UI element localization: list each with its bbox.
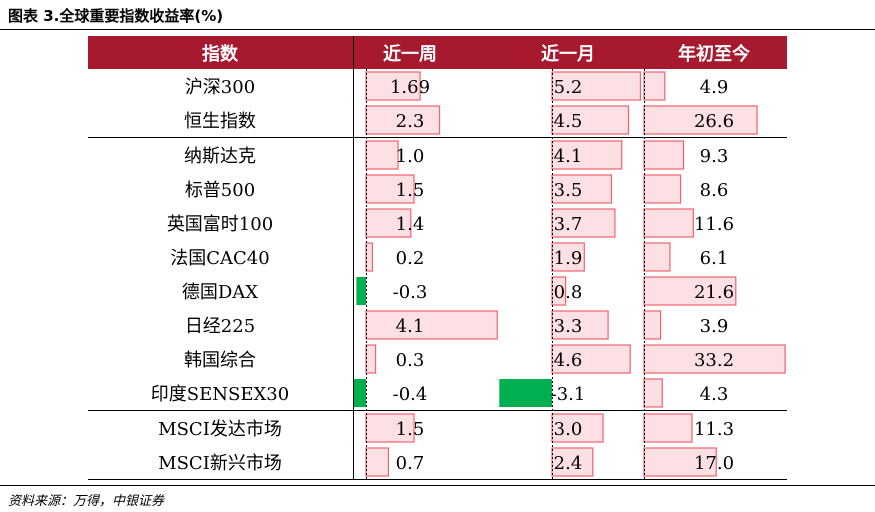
ytd-value: 17.0 — [694, 453, 734, 474]
month-value: 1.9 — [554, 248, 583, 269]
week-bar — [356, 277, 366, 305]
header-ytd: 年初至今 — [678, 43, 751, 65]
week-value: 0.3 — [396, 350, 425, 371]
ytd-bar — [643, 413, 693, 443]
month-bar — [551, 174, 613, 204]
week-value: 0.2 — [396, 248, 425, 269]
index-name: 纳斯达克 — [184, 146, 256, 167]
ytd-value: 33.2 — [694, 350, 734, 371]
ytd-value: 11.6 — [694, 214, 734, 235]
ytd-value: 8.6 — [700, 180, 729, 201]
header-index: 指数 — [202, 43, 239, 65]
ytd-bar — [643, 447, 717, 477]
month-value: 3.5 — [554, 180, 583, 201]
month-value: 3.3 — [554, 316, 583, 337]
index-name: 恒生指数 — [184, 111, 256, 132]
ytd-bar — [643, 344, 786, 374]
ytd-bar — [643, 310, 662, 340]
top-rule — [0, 29, 875, 30]
source-note: 资料来源：万得，中银证券 — [8, 494, 165, 509]
month-bar — [551, 344, 631, 374]
index-name: 韩国综合 — [184, 350, 256, 371]
ytd-value: 26.6 — [694, 111, 734, 132]
month-bar — [551, 208, 616, 238]
ytd-bar — [643, 242, 671, 272]
week-value: 1.69 — [390, 77, 430, 98]
week-value: 1.0 — [396, 146, 425, 167]
week-bar — [365, 447, 389, 477]
week-bar — [365, 105, 441, 135]
month-value: -3.1 — [551, 384, 586, 405]
ytd-value: 4.9 — [700, 77, 729, 98]
index-name: 英国富时100 — [167, 214, 273, 235]
ytd-bar — [643, 71, 666, 101]
index-name: 沪深300 — [185, 77, 255, 98]
index-name: 德国DAX — [182, 282, 258, 303]
week-value: 1.5 — [396, 180, 425, 201]
index-name: 法国CAC40 — [170, 248, 269, 269]
month-value: 4.5 — [554, 111, 583, 132]
ytd-value: 4.3 — [700, 384, 729, 405]
week-bar — [365, 310, 498, 340]
month-bar — [499, 379, 552, 407]
ytd-bar — [643, 174, 682, 204]
ytd-bar — [643, 208, 694, 238]
month-bar — [551, 242, 585, 272]
ytd-bar — [643, 276, 737, 306]
ytd-bar — [643, 105, 758, 135]
week-value: -0.4 — [393, 384, 428, 405]
header-week: 近一周 — [383, 43, 437, 65]
month-bar — [551, 105, 630, 135]
index-name: 标普500 — [185, 180, 255, 201]
ytd-bar — [643, 140, 685, 170]
week-bar — [365, 413, 415, 443]
month-value: 3.7 — [554, 214, 583, 235]
week-bar — [365, 140, 399, 170]
bottom-rule — [0, 485, 875, 486]
week-bar — [353, 379, 366, 407]
index-name: MSCI新兴市场 — [158, 453, 282, 474]
ytd-value: 11.3 — [694, 419, 734, 440]
ytd-value: 9.3 — [700, 146, 729, 167]
week-value: -0.3 — [393, 282, 428, 303]
month-value: 4.6 — [554, 350, 583, 371]
index-name: 日经225 — [185, 316, 255, 337]
month-bar — [551, 140, 623, 170]
month-value: 3.0 — [554, 419, 583, 440]
ytd-value: 21.6 — [694, 282, 734, 303]
ytd-value: 6.1 — [700, 248, 729, 269]
week-bar — [365, 344, 377, 374]
header-bar — [88, 36, 787, 69]
week-value: 1.5 — [396, 419, 425, 440]
month-bar — [551, 413, 604, 443]
ytd-value: 3.9 — [700, 316, 729, 337]
week-value: 1.4 — [396, 214, 425, 235]
month-value: 5.2 — [554, 77, 583, 98]
week-bar — [365, 71, 421, 101]
index-name: MSCI发达市场 — [158, 419, 282, 440]
week-value: 2.3 — [396, 111, 425, 132]
month-bar — [551, 447, 594, 477]
week-value: 4.1 — [396, 316, 425, 337]
month-value: 2.4 — [554, 453, 583, 474]
ytd-bar — [643, 378, 663, 408]
chart-title: 图表 3.全球重要指数收益率(%) — [8, 7, 224, 25]
index-name: 印度SENSEX30 — [151, 384, 289, 405]
header-month: 近一月 — [541, 43, 595, 65]
week-bar — [365, 174, 415, 204]
month-value: 4.1 — [554, 146, 583, 167]
month-value: 0.8 — [554, 282, 583, 303]
week-value: 0.7 — [396, 453, 425, 474]
